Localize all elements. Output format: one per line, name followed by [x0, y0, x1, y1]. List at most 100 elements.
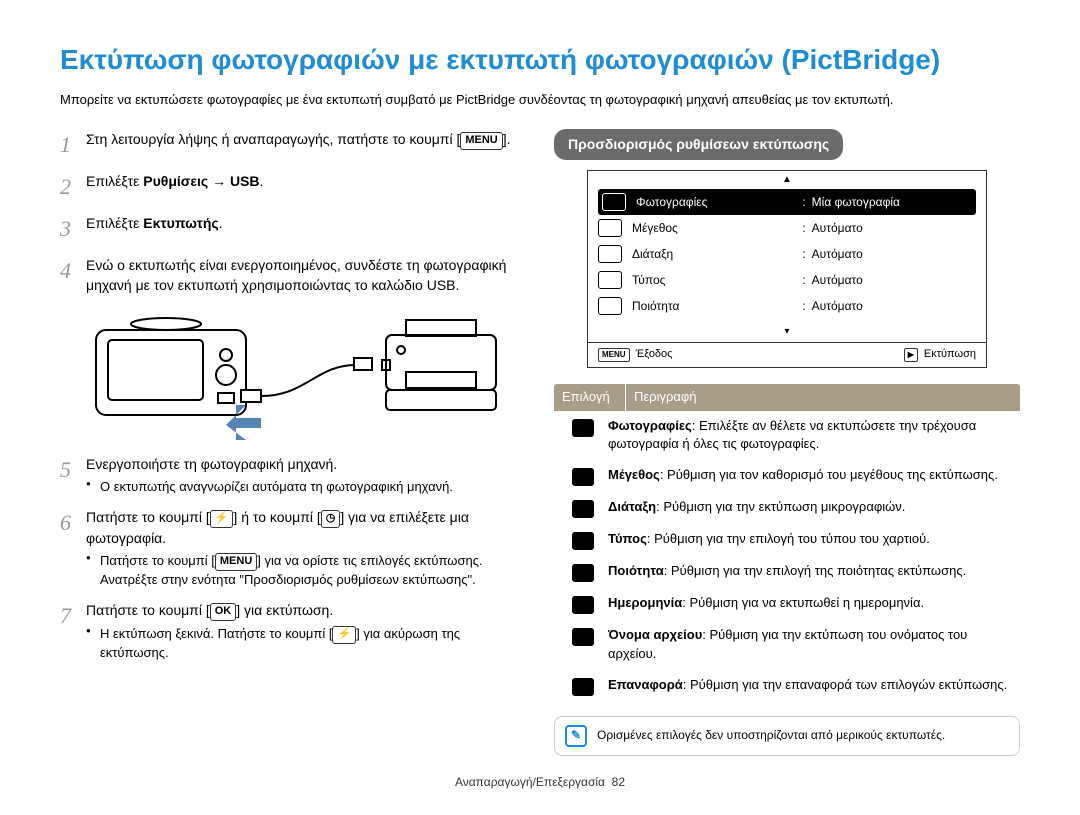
ok-button-icon: OK [210, 603, 237, 621]
screen-row: Φωτογραφίες : Μία φωτογραφία [598, 189, 976, 215]
footer-label: Αναπαραγωγή/Επεξεργασία [455, 775, 605, 789]
step-7-sub: Η εκτύπωση ξεκινά. Πατήστε το κουμπί [⚡]… [86, 625, 526, 663]
option-icon [558, 498, 608, 518]
options-row: Μέγεθος: Ρύθμιση για τον καθορισμό του μ… [554, 460, 1020, 492]
step-number: 4 [60, 255, 86, 296]
step-3-bold: Εκτυπωτής [143, 215, 218, 231]
play-mini-button-icon: ▶ [904, 348, 918, 362]
step-6-sub: Πατήστε το κουμπί [MENU] για να ορίστε τ… [86, 552, 526, 590]
screen-row-icon [598, 271, 622, 289]
screen-row-value: Αυτόματο [812, 220, 976, 237]
step-4-text: Ενώ ο εκτυπωτής είναι ενεργοποιημένος, σ… [86, 255, 526, 296]
step-3-text-a: Επιλέξτε [86, 215, 143, 231]
step-6-sub-a: Πατήστε το κουμπί [ [100, 553, 215, 568]
screen-row-value: Αυτόματο [812, 298, 976, 315]
option-description: Όνομα αρχείου: Ρύθμιση για την εκτύπωση … [608, 626, 1016, 664]
screen-up-arrow-icon: ▲ [588, 171, 986, 190]
step-1-text-b: ]. [503, 131, 511, 147]
steps-list-cont: 5 Ενεργοποιήστε τη φωτογραφική μηχανή. Ο… [60, 454, 526, 663]
step-number: 7 [60, 600, 86, 663]
screen-row-value: Μία φωτογραφία [812, 194, 972, 211]
options-row: Επαναφορά: Ρύθμιση για την επαναφορά των… [554, 670, 1020, 702]
note-text: Ορισμένες επιλογές δεν υποστηρίζονται απ… [597, 727, 945, 744]
step-2: 2 Επιλέξτε Ρυθμίσεις → USB. [60, 171, 526, 203]
step-number: 6 [60, 507, 86, 590]
option-icon [558, 594, 608, 614]
screen-row-icon [598, 245, 622, 263]
step-2-text-a: Επιλέξτε [86, 173, 143, 189]
step-6-text-b: ] ή το κουμπί [ [233, 509, 320, 525]
step-3-text-c: . [219, 215, 223, 231]
screen-row-sep: : [802, 220, 805, 237]
option-description: Τύπος: Ρύθμιση για την επιλογή του τύπου… [608, 530, 1016, 549]
menu-mini-button-icon: MENU [598, 348, 630, 362]
intro-text: Μπορείτε να εκτυπώσετε φωτογραφίες με έν… [60, 91, 1020, 110]
screen-row-label: Διάταξη [632, 246, 796, 263]
timer-icon: ◷ [321, 510, 341, 528]
steps-list: 1 Στη λειτουργία λήψης ή αναπαραγωγής, π… [60, 129, 526, 295]
options-table-header: Επιλογή Περιγραφή [554, 384, 1020, 411]
left-column: 1 Στη λειτουργία λήψης ή αναπαραγωγής, π… [60, 129, 526, 755]
options-table-body: Φωτογραφίες: Επιλέξτε αν θέλετε να εκτυπ… [554, 411, 1020, 702]
step-number: 3 [60, 213, 86, 245]
flash-icon: ⚡ [332, 626, 356, 644]
step-1: 1 Στη λειτουργία λήψης ή αναπαραγωγής, π… [60, 129, 526, 161]
option-icon [558, 466, 608, 486]
two-column-layout: 1 Στη λειτουργία λήψης ή αναπαραγωγής, π… [60, 129, 1020, 755]
option-icon [558, 530, 608, 550]
options-row: Όνομα αρχείου: Ρύθμιση για την εκτύπωση … [554, 620, 1020, 670]
screen-row-value: Αυτόματο [812, 246, 976, 263]
options-row: Τύπος: Ρύθμιση για την επιλογή του τύπου… [554, 524, 1020, 556]
right-column: Προσδιορισμός ρυθμίσεων εκτύπωσης ▲ Φωτο… [554, 129, 1020, 755]
flash-icon: ⚡ [210, 510, 234, 528]
option-description: Ημερομηνία: Ρύθμιση για να εκτυπωθεί η η… [608, 594, 1016, 613]
screen-row-label: Τύπος [632, 272, 796, 289]
screen-row-sep: : [802, 246, 805, 263]
step-5: 5 Ενεργοποιήστε τη φωτογραφική μηχανή. Ο… [60, 454, 526, 497]
option-description: Ποιότητα: Ρύθμιση για την επιλογή της πο… [608, 562, 1016, 581]
camera-screen-mock: ▲ Φωτογραφίες : Μία φωτογραφία Μέγεθος :… [587, 170, 987, 368]
step-number: 1 [60, 129, 86, 161]
step-5-text: Ενεργοποιήστε τη φωτογραφική μηχανή. [86, 456, 337, 472]
step-number: 2 [60, 171, 86, 203]
screen-row-icon [598, 219, 622, 237]
options-col1-header: Επιλογή [554, 384, 626, 411]
screen-row: Ποιότητα : Αυτόματο [598, 293, 976, 319]
step-4: 4 Ενώ ο εκτυπωτής είναι ενεργοποιημένος,… [60, 255, 526, 296]
screen-row: Τύπος : Αυτόματο [598, 267, 976, 293]
step-7-sub-a: Η εκτύπωση ξεκινά. Πατήστε το κουμπί [ [100, 626, 332, 641]
screen-row-sep: : [802, 194, 805, 211]
page-title: Εκτύπωση φωτογραφιών με εκτυπωτή φωτογρα… [60, 40, 1020, 81]
step-6-text-a: Πατήστε το κουμπί [ [86, 509, 210, 525]
menu-button-icon: MENU [460, 132, 502, 150]
step-number: 5 [60, 454, 86, 497]
note-icon: ✎ [565, 725, 587, 747]
options-col2-header: Περιγραφή [626, 384, 1020, 411]
step-7: 7 Πατήστε το κουμπί [OK] για εκτύπωση. Η… [60, 600, 526, 663]
options-row: Διάταξη: Ρύθμιση για την εκτύπωση μικρογ… [554, 492, 1020, 524]
page-footer: Αναπαραγωγή/Επεξεργασία 82 [60, 774, 1020, 791]
step-7-text-a: Πατήστε το κουμπί [ [86, 602, 210, 618]
option-icon [558, 626, 608, 646]
screen-down-arrow-icon: ▾ [588, 323, 986, 342]
options-row: Ποιότητα: Ρύθμιση για την επιλογή της πο… [554, 556, 1020, 588]
option-icon [558, 562, 608, 582]
screen-row-value: Αυτόματο [812, 272, 976, 289]
screen-row-sep: : [802, 272, 805, 289]
print-settings-header: Προσδιορισμός ρυθμίσεων εκτύπωσης [554, 129, 843, 159]
option-icon [558, 417, 608, 437]
screen-row-label: Μέγεθος [632, 220, 796, 237]
screen-row-label: Ποιότητα [632, 298, 796, 315]
option-description: Μέγεθος: Ρύθμιση για τον καθορισμό του μ… [608, 466, 1016, 485]
options-row: Ημερομηνία: Ρύθμιση για να εκτυπωθεί η η… [554, 588, 1020, 620]
step-2-text-c: . [260, 173, 264, 189]
option-icon [558, 676, 608, 696]
option-description: Επαναφορά: Ρύθμιση για την επαναφορά των… [608, 676, 1016, 695]
screen-row-icon [602, 193, 626, 211]
options-row: Φωτογραφίες: Επιλέξτε αν θέλετε να εκτυπ… [554, 411, 1020, 461]
screen-row: Διάταξη : Αυτόματο [598, 241, 976, 267]
step-5-sub: Ο εκτυπωτής αναγνωρίζει αυτόματα τη φωτο… [86, 478, 526, 497]
option-description: Φωτογραφίες: Επιλέξτε αν θέλετε να εκτυπ… [608, 417, 1016, 455]
screen-exit-label: Έξοδος [636, 347, 673, 363]
camera-printer-illustration [86, 310, 506, 440]
